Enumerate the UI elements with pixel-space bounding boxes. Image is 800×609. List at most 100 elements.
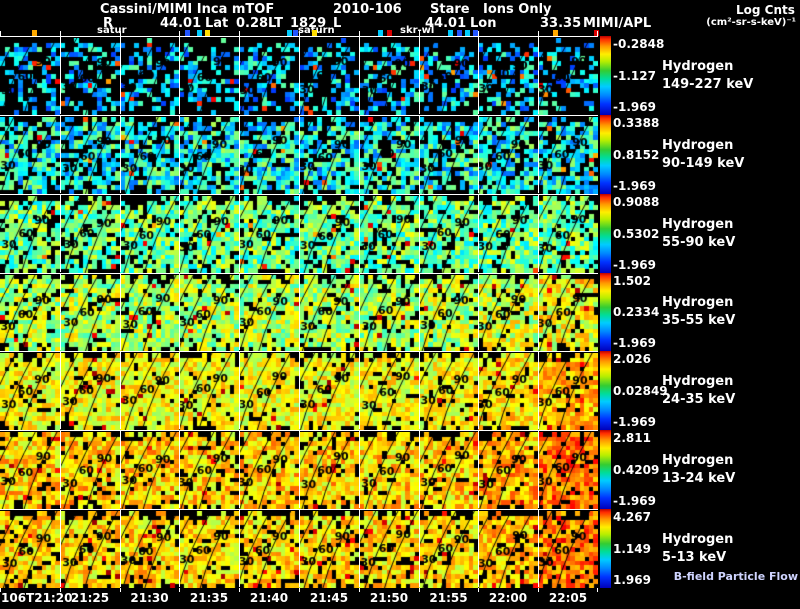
info-r-value: 44.01 [160, 16, 202, 31]
spectrogram-tile [538, 196, 598, 273]
tile-separator [239, 37, 240, 114]
top-tick [120, 31, 121, 36]
tile-separator [538, 510, 539, 587]
bottom-tick [359, 588, 360, 592]
tile-separator [478, 510, 479, 587]
colorbar [600, 36, 611, 115]
spectrogram-tile [359, 511, 419, 588]
plot-title-mode: Stare [430, 2, 470, 17]
panel-strip [0, 351, 598, 430]
spectrogram-row: 4.267 1.149 1.969 Hydrogen 5-13 keV [0, 509, 800, 588]
info-lon-label: Lon [470, 16, 497, 31]
spectrogram-tile [0, 117, 60, 194]
info-lon-value: 33.35 [540, 16, 582, 31]
event-marker [287, 30, 292, 36]
spectrogram-tile [359, 432, 419, 509]
tile-separator [179, 510, 180, 587]
tile-separator [419, 352, 420, 429]
tile-separator [299, 195, 300, 272]
energy-range-label: 35-55 keV [662, 313, 736, 328]
spectrogram-row: 2.026 0.02849 -1.969 Hydrogen 24-35 keV [0, 351, 800, 430]
tile-separator [359, 352, 360, 429]
tile-separator [419, 274, 420, 350]
tile-separator [239, 352, 240, 429]
top-tick [239, 31, 240, 36]
spectrogram-tile [60, 511, 120, 588]
spectrogram-tile [179, 38, 239, 115]
spectrogram-tile [359, 117, 419, 194]
tile-separator [179, 116, 180, 193]
colorbar [600, 273, 611, 351]
energy-range-label: 90-149 keV [662, 155, 745, 171]
energy-range-label: 55-90 keV [662, 234, 736, 250]
panel-strip [0, 115, 598, 194]
scale-mid-label: 0.02849 [613, 383, 668, 398]
time-axis-label: 21:45 [309, 591, 349, 605]
spectrogram-tile [239, 196, 299, 273]
colorbar [600, 351, 611, 430]
scale-min-label: -1.969 [613, 494, 656, 508]
event-marker [197, 30, 202, 36]
spectrogram-tile [239, 511, 299, 588]
spectrogram-tile [478, 38, 538, 115]
spectrogram-row: 1.502 0.2334 -1.969 Hydrogen 35-55 keV [0, 273, 800, 351]
top-tick [538, 31, 539, 36]
event-marker [205, 30, 210, 36]
scale-max-label: 2.026 [613, 352, 651, 366]
scale-min-label: -1.969 [613, 179, 656, 193]
spectrogram-tile [359, 353, 419, 430]
species-label: Hydrogen [662, 531, 734, 547]
spectrogram-tile [478, 432, 538, 509]
species-label: Hydrogen [662, 373, 734, 389]
spectrogram-tile [299, 275, 359, 351]
tile-separator [299, 510, 300, 587]
legend-title: Log Cnts [736, 3, 795, 17]
spectrogram-tile [478, 353, 538, 430]
scale-mid-label: -1.127 [613, 68, 656, 83]
time-axis-label: 22:05 [548, 591, 588, 605]
spectrogram-tile [179, 511, 239, 588]
info-lat-value: 0.28 [236, 16, 269, 31]
spectrogram-tile [299, 353, 359, 430]
tile-separator [120, 431, 121, 508]
info-r-label: R [103, 16, 114, 31]
event-marker [553, 30, 558, 36]
top-tick [597, 31, 598, 36]
event-label: satur [97, 25, 127, 36]
energy-range-label: 149-227 keV [662, 76, 754, 92]
bottom-tick [60, 588, 61, 592]
spectrogram-tile [419, 117, 478, 194]
tile-separator [359, 116, 360, 193]
spectrogram-tile [239, 432, 299, 509]
tile-separator [179, 431, 180, 508]
spectrogram-tile [239, 38, 299, 115]
spectrogram-tile [359, 196, 419, 273]
scale-mid-label: 0.2334 [613, 305, 660, 319]
tile-separator [419, 431, 420, 508]
event-marker [448, 30, 453, 36]
tile-separator [299, 352, 300, 429]
spectrogram-tile [419, 275, 478, 351]
tile-separator [478, 116, 479, 193]
spectrogram-tile [0, 196, 60, 273]
event-marker [387, 30, 392, 36]
spectrogram-tile [179, 117, 239, 194]
tile-separator [120, 510, 121, 587]
tile-separator [60, 274, 61, 350]
spectrogram-tile [179, 275, 239, 351]
top-tick [179, 31, 180, 36]
top-tick [419, 31, 420, 36]
spectrogram-tile [478, 511, 538, 588]
tile-separator [120, 352, 121, 429]
event-marker [185, 30, 190, 36]
spectrogram-tile [179, 432, 239, 509]
tile-separator [478, 274, 479, 350]
time-axis-label: 106T21:20 [1, 591, 73, 605]
tile-separator [239, 431, 240, 508]
tile-separator [538, 274, 539, 350]
tile-separator [60, 195, 61, 272]
colorbar [600, 115, 611, 194]
tile-separator [538, 116, 539, 193]
species-label: Hydrogen [662, 58, 734, 74]
